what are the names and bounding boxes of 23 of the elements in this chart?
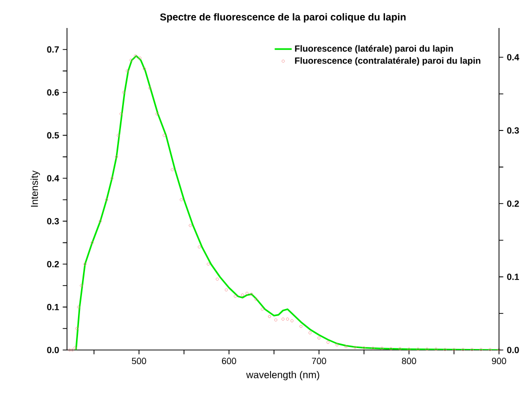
y-tick-label: 0.0 — [47, 346, 59, 354]
x-tick-label: 500 — [132, 358, 146, 364]
y-tick-label: 0.1 — [47, 304, 59, 310]
x-tick-label: 600 — [222, 358, 236, 364]
y2-tick-label: 0.2 — [507, 200, 519, 207]
x-tick-label: 700 — [312, 358, 326, 364]
y2-tick-label: 0.1 — [507, 274, 519, 280]
chart-title: Spectre de fluorescence de la paroi colique du lapin — [160, 13, 406, 22]
y2-tick-label: 0.0 — [507, 346, 519, 354]
x-tick-label: 800 — [402, 358, 416, 364]
y-tick-label: 0.6 — [47, 89, 59, 96]
y-axis-title: Intensity — [30, 170, 40, 207]
y2-tick-label: 0.3 — [507, 127, 519, 134]
legend-label: Fluorescence (contralatérale) paroi du lapin — [295, 57, 480, 66]
x-axis-title: wavelength (nm) — [246, 370, 320, 380]
legend-label: Fluorescence (latérale) paroi du lapin — [295, 45, 453, 54]
y-tick-label: 0.3 — [47, 218, 59, 224]
y-tick-label: 0.2 — [47, 260, 59, 268]
y-tick-label: 0.5 — [47, 132, 59, 139]
y-tick-label: 0.4 — [47, 175, 60, 182]
y2-tick-label: 0.4 — [507, 54, 520, 60]
x-tick-label: 900 — [492, 358, 506, 364]
y-tick-label: 0.7 — [47, 46, 59, 53]
